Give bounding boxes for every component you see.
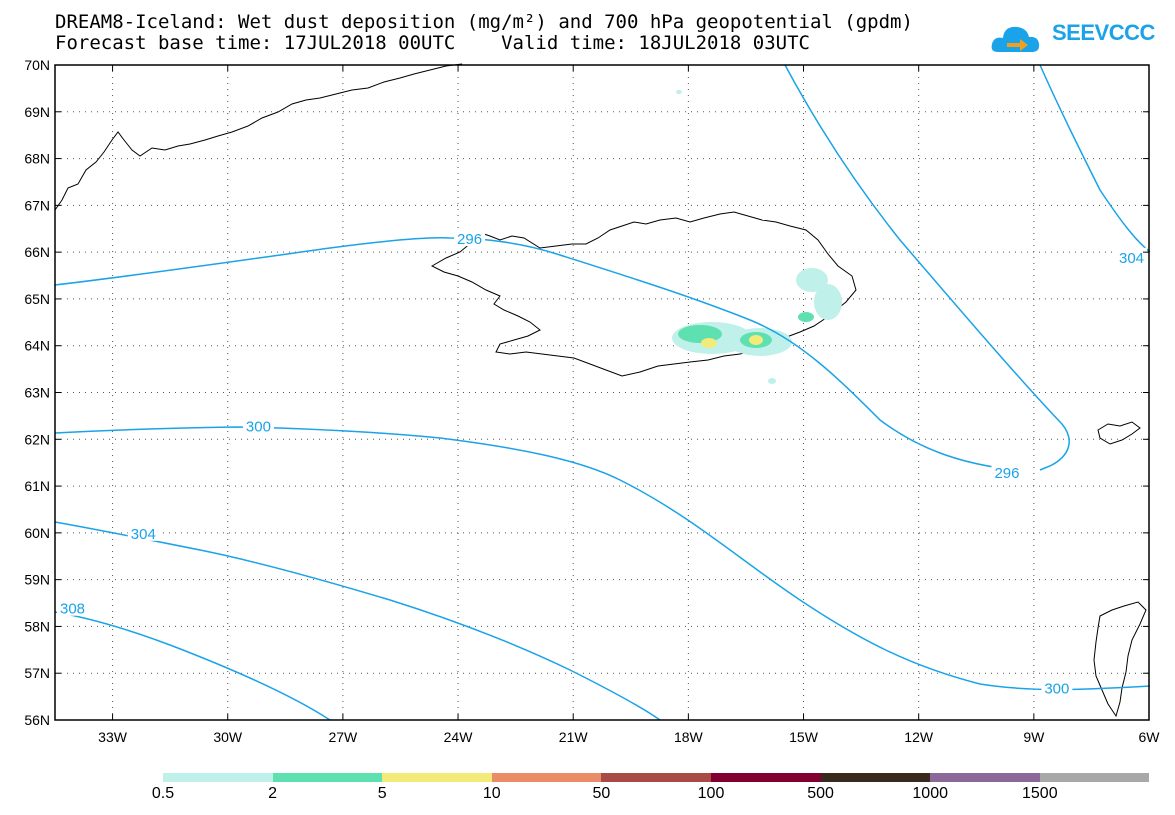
legend-label: 0.5 bbox=[151, 785, 175, 802]
axis-ticks bbox=[55, 64, 1150, 721]
lat-label-61N: 61N bbox=[24, 478, 50, 494]
contour-label: 304 bbox=[131, 526, 156, 543]
lat-label-67N: 67N bbox=[24, 197, 50, 213]
legend-label: 1000 bbox=[912, 785, 948, 802]
map-title: DREAM8-Iceland: Wet dust deposition (mg/… bbox=[55, 11, 913, 33]
legend-swatch bbox=[382, 773, 492, 782]
lon-label-30W: 30W bbox=[213, 729, 243, 745]
lon-label-9W: 9W bbox=[1023, 729, 1045, 745]
lat-label-56N: 56N bbox=[24, 712, 50, 728]
contour-label-bg bbox=[57, 598, 88, 616]
legend-swatch bbox=[710, 773, 821, 782]
legend-swatch bbox=[1039, 773, 1150, 782]
legend-swatch bbox=[491, 773, 602, 782]
contour-296-east bbox=[784, 64, 1070, 471]
lon-label-33W: 33W bbox=[98, 729, 128, 745]
lat-label-69N: 69N bbox=[24, 104, 50, 120]
legend-label: 10 bbox=[482, 785, 501, 802]
legend-swatch bbox=[930, 773, 1040, 782]
contour-label-bg bbox=[1041, 678, 1073, 696]
contour-label-bg bbox=[1116, 247, 1147, 265]
lon-label-24W: 24W bbox=[444, 729, 474, 745]
lat-label-62N: 62N bbox=[24, 431, 50, 447]
contour-label-bg bbox=[991, 463, 1023, 481]
grid-lines bbox=[55, 65, 1149, 720]
lon-label-12W: 12W bbox=[904, 729, 934, 745]
lon-label-6W: 6W bbox=[1139, 729, 1161, 745]
contour-label: 296 bbox=[994, 465, 1019, 482]
scotland-coast bbox=[1093, 601, 1147, 718]
legend-label: 1500 bbox=[1022, 785, 1058, 802]
lat-label-59N: 59N bbox=[24, 572, 50, 588]
contour-304-west bbox=[54, 521, 661, 721]
longitude-labels: 33W 30W 27W 24W 21W 18W 15W 12W 9W 6W bbox=[98, 729, 1160, 745]
contour-label-bg bbox=[454, 229, 486, 247]
lat-label-58N: 58N bbox=[24, 618, 50, 634]
contour-300 bbox=[54, 426, 1151, 691]
contour-label-bg bbox=[127, 523, 159, 541]
lon-label-21W: 21W bbox=[559, 729, 589, 745]
lat-label-63N: 63N bbox=[24, 385, 50, 401]
contour-label: 300 bbox=[246, 418, 271, 435]
legend-label: 2 bbox=[268, 785, 278, 802]
lat-label-68N: 68N bbox=[24, 151, 50, 167]
cloud-arrow-icon bbox=[991, 26, 1040, 52]
latitude-labels: 56N 57N 58N 59N 60N 61N 62N 63N 64N 65N 66N 67N 68N 6… bbox=[24, 57, 50, 728]
contour-label: 304 bbox=[1119, 250, 1144, 267]
lon-label-27W: 27W bbox=[328, 729, 358, 745]
lat-label-57N: 57N bbox=[24, 665, 50, 681]
legend-swatch bbox=[163, 773, 273, 782]
legend-label: 5 bbox=[377, 785, 387, 802]
contour-label-bg bbox=[242, 416, 274, 434]
legend-swatch bbox=[601, 773, 711, 782]
legend-label: 100 bbox=[697, 785, 725, 802]
lat-label-65N: 65N bbox=[24, 291, 50, 307]
contour-labels: 296 300 304 308 296 300 304 bbox=[57, 229, 1147, 697]
lon-label-15W: 15W bbox=[789, 729, 819, 745]
color-legend bbox=[163, 773, 1150, 782]
contour-label: 296 bbox=[457, 231, 482, 248]
contour-296-west bbox=[54, 237, 1009, 471]
lat-label-66N: 66N bbox=[24, 244, 50, 260]
lat-label-60N: 60N bbox=[24, 525, 50, 541]
dust-deposition-field bbox=[672, 90, 842, 384]
coastlines bbox=[54, 63, 1147, 718]
legend-label: 50 bbox=[592, 785, 611, 802]
legend-label: 500 bbox=[807, 785, 834, 802]
lat-label-70N: 70N bbox=[24, 57, 50, 73]
geopotential-contours bbox=[54, 64, 1151, 721]
lon-label-18W: 18W bbox=[674, 729, 704, 745]
greenland-coast bbox=[54, 63, 463, 211]
contour-308 bbox=[54, 611, 331, 721]
contour-label: 308 bbox=[60, 601, 85, 618]
map-subtitle: Forecast base time: 17JUL2018 00UTC Vali… bbox=[55, 32, 810, 54]
legend-swatch bbox=[820, 773, 931, 782]
contour-304-east bbox=[1039, 64, 1151, 253]
lat-label-64N: 64N bbox=[24, 338, 50, 354]
iceland-coast bbox=[430, 211, 857, 377]
legend-swatch bbox=[272, 773, 383, 782]
faroe-islands bbox=[1097, 421, 1141, 445]
logo-text: SEEVCCC bbox=[1052, 20, 1155, 45]
contour-label: 300 bbox=[1044, 680, 1069, 697]
